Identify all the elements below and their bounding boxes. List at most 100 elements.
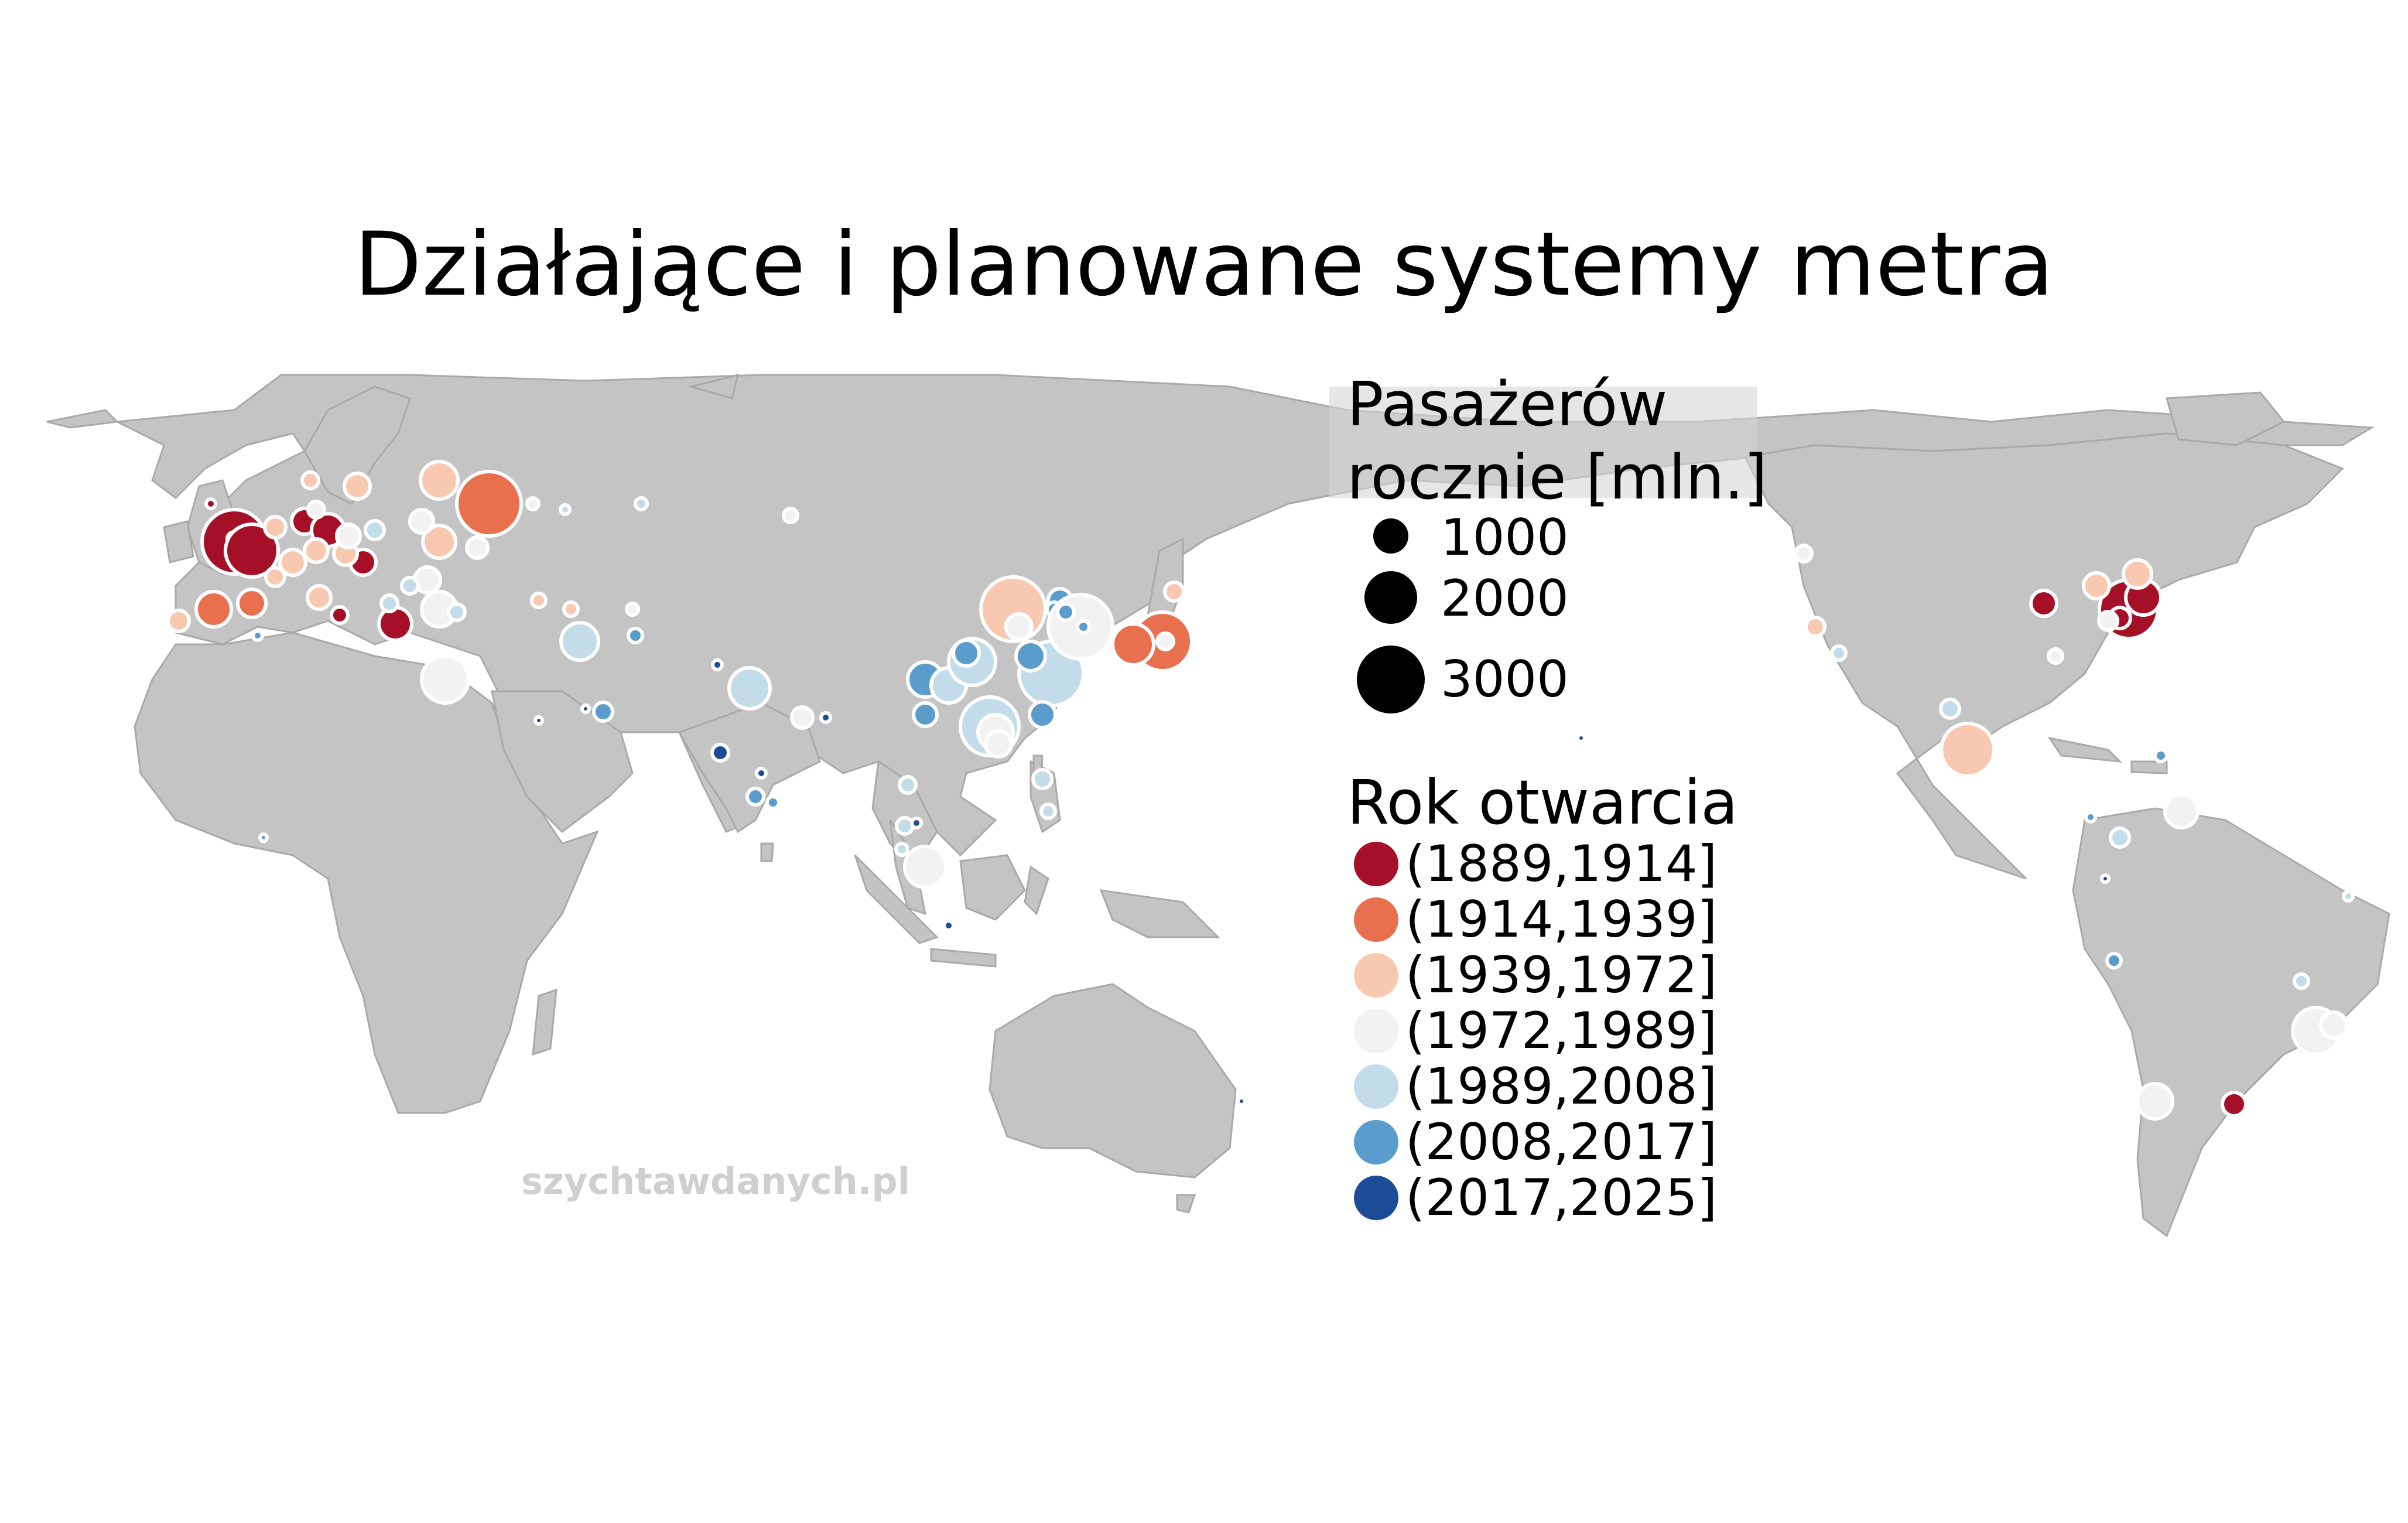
metro-marker-kharkiv	[465, 535, 490, 560]
color-legend-label-2: (1939,1972]	[1405, 946, 1718, 1005]
metro-marker-washington	[2097, 610, 2119, 632]
metro-marker-vancouver	[1794, 544, 1814, 564]
metro-marker-atlanta	[2047, 647, 2064, 665]
hispaniola	[2130, 760, 2168, 774]
color-legend-symbols	[1354, 842, 1398, 1220]
metro-marker-riyadh	[592, 701, 614, 723]
metro-marker-moscow	[455, 470, 523, 538]
size-legend-label-3000: 3000	[1441, 650, 1569, 709]
metro-marker-guadalajara	[1939, 698, 1961, 720]
metro-marker-milan	[278, 548, 307, 577]
metro-marker-kolkata	[790, 705, 815, 730]
metro-marker-mexico-city	[1940, 722, 1996, 778]
novaya-zemlya	[687, 373, 740, 399]
cuba	[2047, 736, 2123, 763]
sri-lanka	[760, 842, 774, 862]
sulawesi	[1024, 865, 1049, 916]
metro-marker-sofia	[400, 576, 420, 596]
metro-marker-mumbai	[710, 743, 730, 763]
color-legend-swatch-2	[1354, 953, 1398, 998]
metro-marker-santiago	[2136, 1082, 2174, 1121]
metro-marker-doha	[580, 704, 591, 714]
metro-marker-delhi	[727, 666, 772, 711]
greenland	[2166, 391, 2286, 446]
metro-marker-barcelona	[236, 588, 268, 619]
metro-marker-tashkent	[625, 602, 640, 617]
metro-marker-panama	[2084, 811, 2097, 824]
metro-marker-singapore	[903, 845, 948, 889]
metro-marker-minsk	[408, 508, 435, 535]
color-legend-label-3: (1972,1989]	[1405, 1002, 1718, 1060]
metro-marker-montreal	[2122, 558, 2153, 590]
borneo	[959, 854, 1026, 921]
metro-marker-manila	[1039, 803, 1057, 820]
color-legend-label-0: (1889,1914]	[1405, 835, 1718, 893]
metro-marker-marseille	[264, 566, 286, 588]
metro-marker-baku	[562, 600, 580, 618]
metro-marker-santo-domingo	[2153, 748, 2168, 763]
size-legend-title-line1: Pasażerów	[1347, 368, 1668, 440]
arctic-strip	[46, 409, 119, 429]
metro-marker-lisbon	[166, 609, 191, 633]
metro-marker-lahore	[711, 658, 724, 671]
metro-marker-recife	[2342, 890, 2355, 903]
color-legend-title: Rok otwarcia	[1347, 767, 1738, 838]
metro-marker-chicago	[2029, 589, 2058, 618]
south-america	[2072, 807, 2390, 1238]
metro-marker-dhaka	[819, 711, 832, 724]
metro-marker-toronto	[2082, 571, 2111, 600]
metro-marker-dubai	[627, 627, 644, 644]
metro-marker-cairo	[420, 654, 470, 705]
size-legend-symbols	[1357, 518, 1425, 713]
metro-marker-hangzhou	[1028, 700, 1057, 729]
metro-marker-seoul-inner	[1076, 619, 1091, 634]
metro-marker-brasilia	[2293, 972, 2310, 990]
size-legend-circle-3000	[1357, 646, 1425, 713]
legend-title-backdrop	[1329, 387, 1757, 498]
metro-marker-naples	[330, 605, 350, 625]
metro-marker-buenos-aires	[2221, 1091, 2248, 1118]
color-legend-swatch-3	[1354, 1009, 1398, 1053]
size-legend-circle-1000	[1373, 518, 1408, 554]
metro-marker-tianjin	[1004, 612, 1034, 641]
color-legend-swatch-6	[1354, 1176, 1398, 1220]
color-legend-label-5: (2008,2017]	[1405, 1113, 1718, 1172]
metro-marker-lagos	[258, 832, 269, 843]
metro-marker-stockholm	[343, 472, 372, 501]
metro-marker-chennai	[765, 795, 781, 810]
metro-marker-rio	[2319, 1010, 2348, 1040]
metro-marker-kuala-lumpur	[894, 842, 909, 857]
size-legend-label-2000: 2000	[1441, 569, 1569, 628]
metro-marker-medellin	[2109, 827, 2131, 849]
new-guinea	[1099, 889, 1220, 938]
color-legend-swatch-4	[1354, 1064, 1398, 1109]
ireland	[163, 520, 194, 564]
metro-marker-taipei	[1031, 768, 1054, 790]
color-legend-swatch-0	[1354, 842, 1398, 886]
metro-marker-kyiv	[421, 524, 457, 560]
metro-marker-osaka	[1111, 622, 1155, 667]
metro-marker-mecca	[533, 715, 544, 726]
metro-marker-hyderabad	[755, 767, 768, 780]
color-legend-label-4: (1989,2008]	[1405, 1057, 1718, 1116]
metro-marker-hongkong	[984, 729, 1013, 759]
metro-marker-munich	[303, 537, 330, 564]
metro-marker-nanjing	[1014, 640, 1047, 672]
metro-marker-xian	[952, 638, 981, 668]
metro-marker-rome	[306, 584, 333, 611]
metro-marker-bangkok	[895, 816, 915, 836]
metro-marker-san-francisco	[1804, 616, 1826, 638]
metro-marker-pyongyang	[1056, 602, 1076, 622]
metro-marker-madrid	[194, 590, 233, 629]
metro-marker-prague	[335, 523, 362, 549]
metro-marker-oslo	[300, 470, 320, 490]
india	[678, 702, 821, 834]
metro-marker-ho-chi-minh	[910, 817, 923, 829]
arabia	[491, 690, 634, 833]
metro-marker-novosibirsk	[782, 507, 799, 524]
scandinavia	[303, 385, 411, 505]
color-legend-swatch-5	[1354, 1120, 1398, 1165]
land-masses	[46, 373, 2390, 1238]
metro-marker-kazan	[559, 503, 572, 516]
